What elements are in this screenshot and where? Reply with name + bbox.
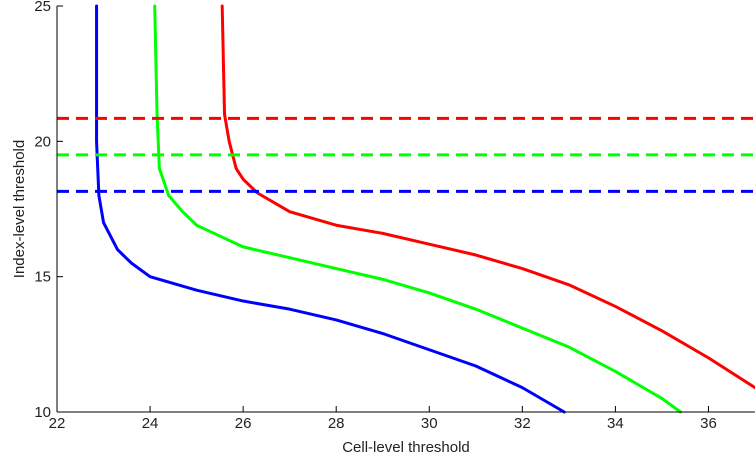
x-axis-label: Cell-level threshold — [342, 439, 470, 456]
axes-layer — [56, 6, 755, 413]
x-tick-label: 30 — [421, 415, 438, 432]
curve-line-0 — [95, 4, 566, 414]
ticks-layer: 22 24 26 28 30 32 34 36 10 15 20 25 — [34, 0, 716, 432]
curve-line-2 — [220, 4, 755, 390]
x-tick-label: 22 — [49, 415, 66, 432]
x-tick-label: 34 — [607, 415, 624, 432]
x-tick-label: 36 — [700, 415, 717, 432]
y-tick-label: 25 — [34, 0, 51, 15]
x-tick-label: 28 — [328, 415, 345, 432]
series-layer — [57, 4, 755, 414]
plot-background — [57, 6, 755, 412]
y-tick-label: 20 — [34, 133, 51, 150]
y-tick-label: 10 — [34, 404, 51, 421]
x-tick-label: 32 — [514, 415, 531, 432]
x-tick-label: 26 — [235, 415, 252, 432]
y-tick-label: 15 — [34, 269, 51, 286]
curve-line-1 — [153, 4, 683, 414]
y-axis-label: Index-level threshold — [11, 140, 28, 278]
x-tick-label: 24 — [142, 415, 159, 432]
